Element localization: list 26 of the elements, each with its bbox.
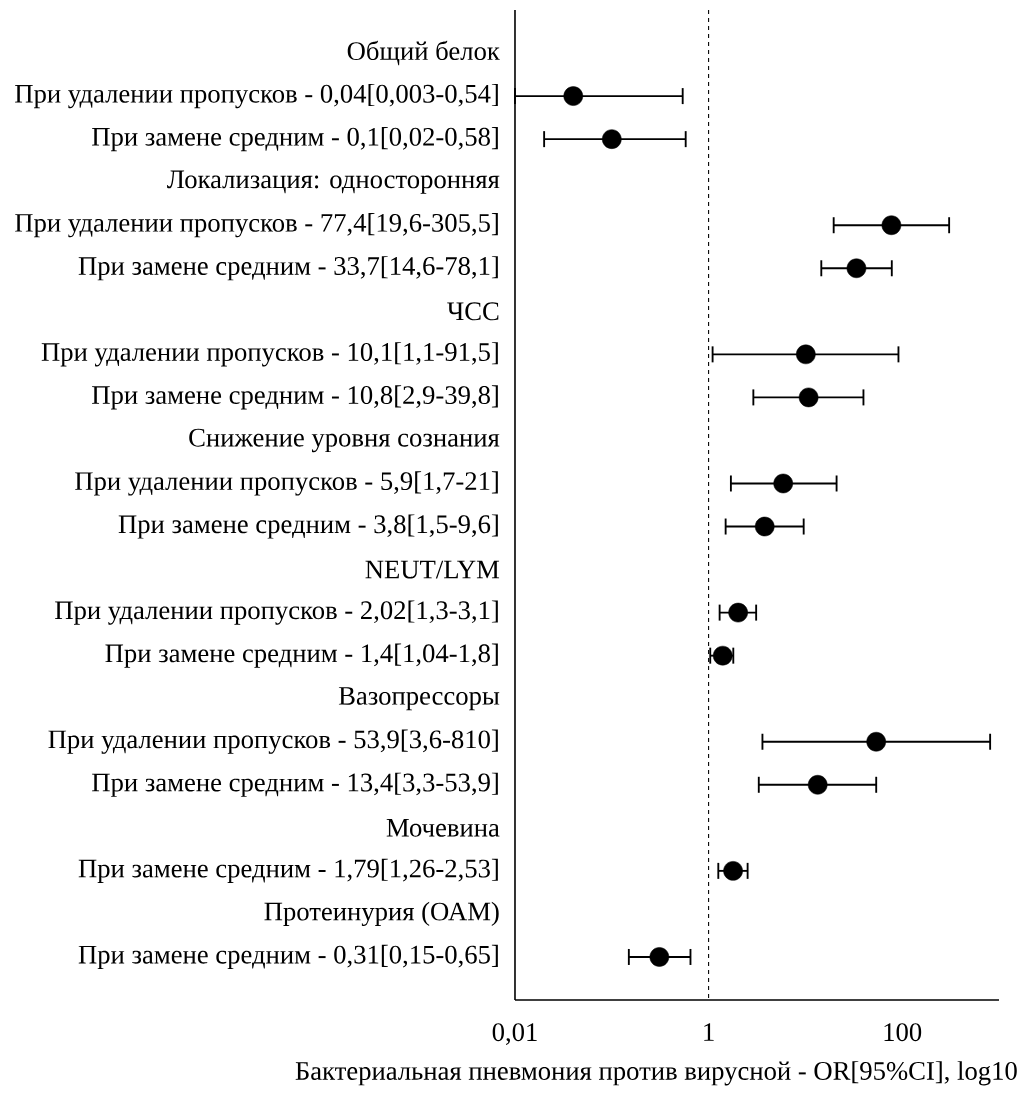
y-tick-label: При замене средним - 13,4[3,3-53,9] xyxy=(92,772,498,797)
y-tick-label: При замене средним - 0,1[0,02-0,58] xyxy=(92,127,498,152)
y-tick-label: При удалении пропусков - 10,1[1,1-91,5] xyxy=(41,342,498,367)
y-tick-label: При замене средним - 1,79[1,26-2,53] xyxy=(78,858,498,883)
x-tick-label: 0,01 xyxy=(492,1023,537,1045)
y-tick-label: Общий белок xyxy=(347,40,500,66)
y-tick-label: При замене средним - 10,8[2,9-39,8] xyxy=(92,385,498,410)
y-tick-label: При удалении пропусков - 2,02[1,3-3,1] xyxy=(55,600,498,625)
y-tick-label: Протеинурия (ОАМ) xyxy=(264,901,499,927)
y-tick-label: При удалении пропусков - 5,9[1,7-21] xyxy=(75,471,498,496)
y-tick-label: ЧСС xyxy=(447,302,499,321)
y-tick-label: При удалении пропусков - 77,4[19,6-305,5] xyxy=(15,213,498,238)
y-tick-label: Вазопрессоры xyxy=(338,687,500,711)
y-tick-label: NEUT/LYM xyxy=(365,560,500,579)
y-tick-label: При замене средним - 0,31[0,15-0,65] xyxy=(78,944,498,970)
y-tick-label: Локализация: односторонняя xyxy=(167,170,500,194)
y-tick-label: При замене средним - 3,8[1,5-9,6] xyxy=(118,514,498,539)
y-tick-label: При замене средним - 1,4[1,04-1,8] xyxy=(105,643,498,668)
y-tick-label: Снижение уровня сознания xyxy=(189,428,500,453)
y-tick-label: Мочевина xyxy=(386,818,500,837)
y-tick-label: При замене средним - 33,7[14,6-78,1] xyxy=(78,256,498,281)
x-tick-label: 1 xyxy=(704,1023,714,1041)
y-tick-label: При удалении пропусков - 53,9[3,6-810] xyxy=(48,729,498,754)
x-tick-label: 100 xyxy=(884,1023,922,1042)
x-axis-title: Бактериальная пневмония против вирусной - OR[95%CI], log10 xyxy=(295,1061,1017,1086)
y-tick-label: При удалении пропусков - 0,04[0,003-0,54] xyxy=(15,83,498,109)
